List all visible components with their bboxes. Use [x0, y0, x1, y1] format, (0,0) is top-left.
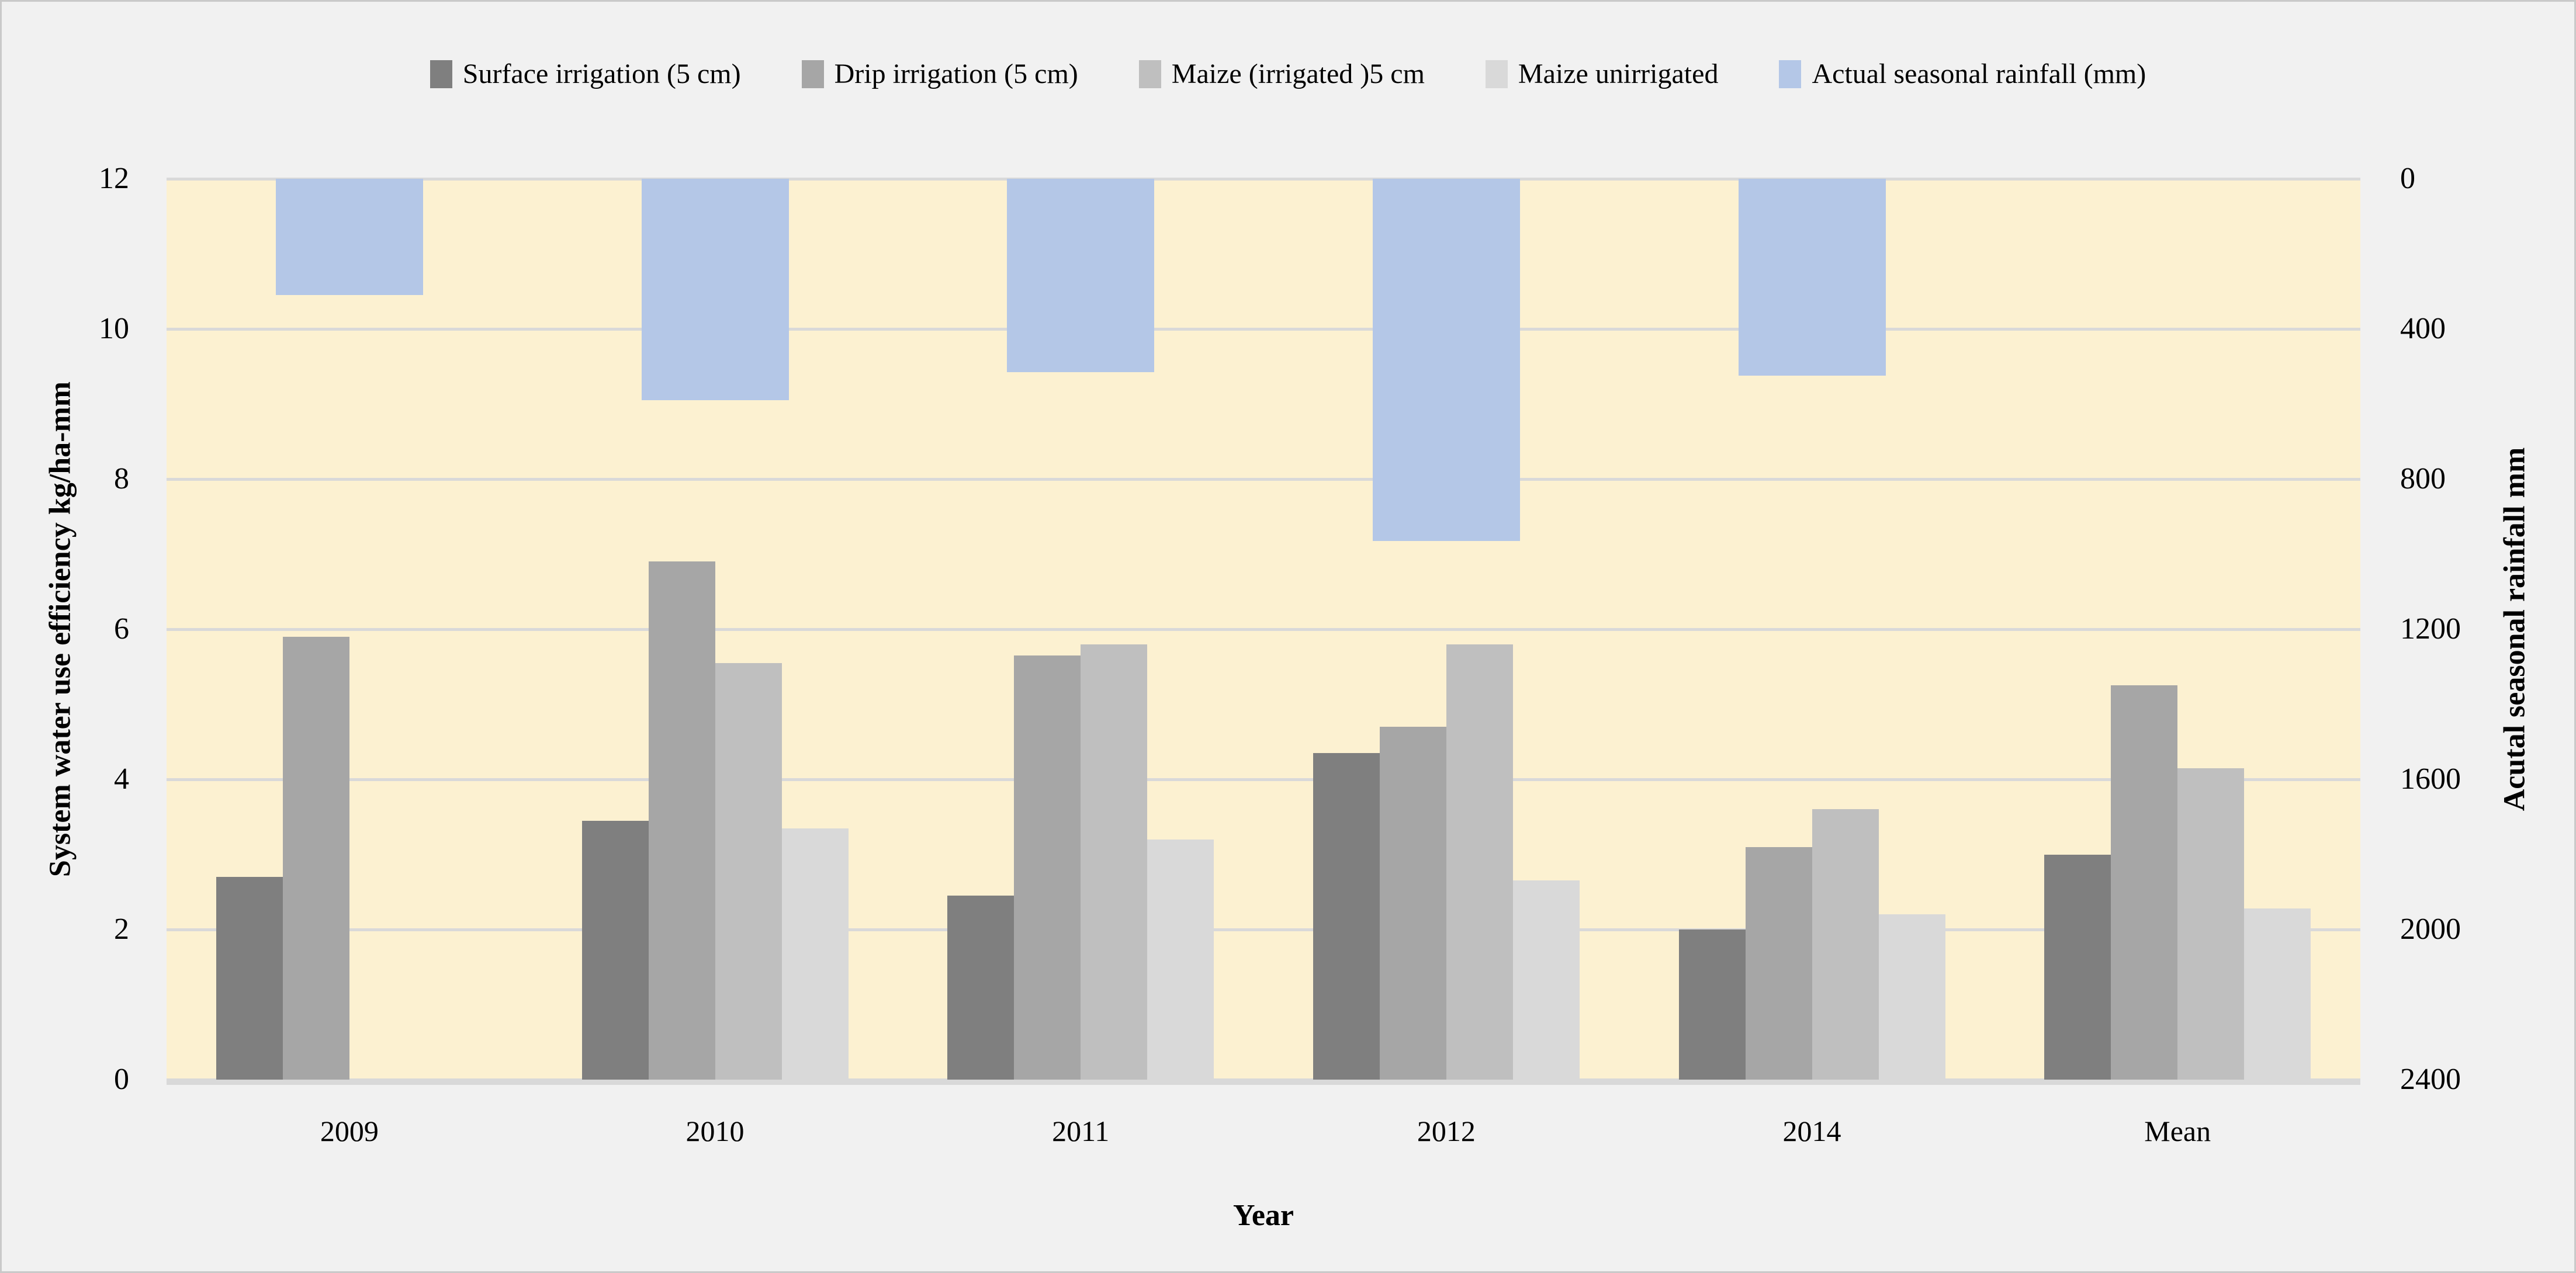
bar	[1446, 644, 1513, 1080]
gridline	[167, 928, 2360, 931]
x-tick-label: 2014	[1782, 1115, 1841, 1147]
bar	[1512, 880, 1580, 1080]
x-tick-label: 2009	[320, 1115, 379, 1147]
rainfall-bar	[1007, 179, 1155, 372]
left-axis-title: System water use efficiency kg/ha-mm	[43, 381, 77, 877]
left-tick-label: 8	[114, 462, 129, 495]
bar	[947, 896, 1015, 1080]
gridline	[167, 478, 2360, 481]
bar	[2044, 854, 2111, 1080]
x-tick-label: 2010	[685, 1115, 745, 1147]
left-tick-label: 12	[99, 162, 129, 195]
left-tick-label: 4	[114, 762, 129, 796]
bar	[1878, 914, 1945, 1080]
left-tick-label: 2	[114, 913, 129, 946]
left-tick-label: 6	[114, 612, 129, 646]
gridline	[167, 178, 2360, 181]
gridline	[167, 778, 2360, 781]
legend-item: Maize (irrigated )5 cm	[1138, 58, 1425, 90]
x-axis-title: Year	[1233, 1199, 1294, 1232]
right-tick-label: 800	[2400, 462, 2446, 495]
legend-label: Maize (irrigated )5 cm	[1171, 58, 1425, 89]
chart-legend: Surface irrigation (5 cm) Drip irrigation…	[2, 58, 2574, 90]
bar	[581, 820, 649, 1080]
legend-item: Actual seasonal rainfall (mm)	[1779, 58, 2146, 90]
bar	[2111, 685, 2178, 1080]
right-tick-label: 2000	[2400, 913, 2461, 946]
bar	[781, 828, 849, 1080]
right-tick-label: 2400	[2400, 1063, 2461, 1096]
legend-swatch-icon	[1138, 60, 1161, 88]
right-tick-label: 0	[2400, 162, 2415, 195]
bar	[1379, 727, 1446, 1080]
bar	[216, 877, 283, 1080]
bar	[1812, 809, 1879, 1080]
left-tick-label: 0	[114, 1063, 129, 1096]
x-tick-label: 2012	[1417, 1115, 1476, 1147]
plot-area	[167, 178, 2360, 1081]
bar	[282, 636, 349, 1080]
x-tick-label: 2011	[1052, 1115, 1110, 1147]
legend-label: Surface irrigation (5 cm)	[462, 58, 741, 89]
bar	[1014, 655, 1081, 1080]
bar	[648, 561, 715, 1080]
right-tick-label: 400	[2400, 312, 2446, 345]
legend-item: Drip irrigation (5 cm)	[801, 58, 1078, 90]
bar	[2177, 768, 2245, 1080]
rainfall-bar	[1738, 179, 1886, 376]
legend-swatch-icon	[801, 60, 824, 88]
left-tick-label: 10	[99, 312, 129, 345]
legend-item: Surface irrigation (5 cm)	[430, 58, 741, 90]
legend-swatch-icon	[1485, 60, 1508, 88]
bar	[1745, 847, 1812, 1080]
legend-item: Maize unirrigated	[1485, 58, 1719, 90]
legend-label: Maize unirrigated	[1518, 58, 1719, 89]
bar	[2244, 908, 2311, 1080]
right-tick-label: 1600	[2400, 762, 2461, 796]
bar	[1147, 839, 1214, 1080]
bar	[1678, 929, 1746, 1080]
legend-label: Drip irrigation (5 cm)	[834, 58, 1078, 89]
x-axis-line	[167, 1080, 2360, 1085]
bar	[1313, 753, 1380, 1080]
gridline	[167, 628, 2360, 631]
rainfall-bar	[1372, 179, 1520, 541]
bar	[715, 662, 782, 1080]
bar	[1081, 644, 1148, 1080]
rainfall-bar	[275, 179, 423, 296]
legend-label: Actual seasonal rainfall (mm)	[1812, 58, 2146, 89]
legend-swatch-icon	[1779, 60, 1802, 88]
right-tick-label: 1200	[2400, 612, 2461, 646]
rainfall-bar	[641, 179, 789, 401]
x-tick-label: Mean	[2144, 1115, 2211, 1147]
right-axis-title: Acutal seasonal rainfall mm	[2498, 447, 2532, 811]
gridline	[167, 328, 2360, 331]
legend-swatch-icon	[430, 60, 452, 88]
